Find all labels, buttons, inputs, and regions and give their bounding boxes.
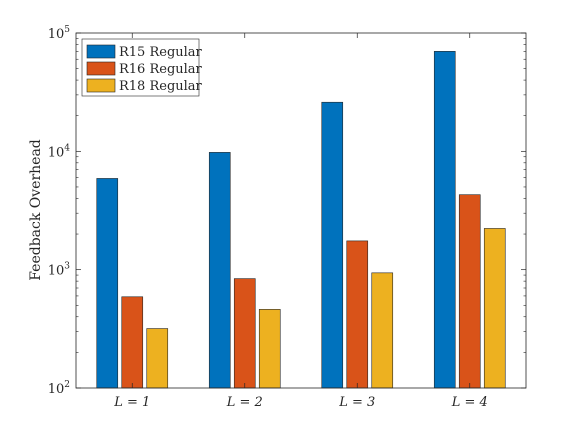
x-tick-label: L = 2 [226,395,263,410]
legend-label-2: R16 Regular [119,62,203,77]
y-tick-label-base: 10 [48,145,65,160]
y-tick-label: 104 [48,143,71,160]
bar-3-1 [146,328,169,389]
bar-3-4 [483,228,506,389]
y-tick-label: 102 [48,380,70,397]
x-tick-label: L = 3 [338,395,375,410]
legend-label-3: R18 Regular [119,79,203,94]
y-tick-label-exponent: 3 [64,262,70,272]
bar-2-3 [346,240,369,389]
x-tick-label: L = 1 [113,395,150,410]
legend-swatch-2 [86,61,116,76]
bar-2-2 [233,278,256,389]
axes-box [75,32,527,389]
bar-2-1 [121,296,144,389]
y-tick-label-exponent: 5 [64,25,70,35]
y-tick-label: 105 [48,25,71,42]
y-tick-label: 103 [48,262,71,279]
y-axis-label: Feedback Overhead [28,139,44,281]
legend: R15 Regular R16 Regular R18 Regular [81,38,203,97]
x-tick-label: L = 4 [451,395,488,410]
y-tick-label-base: 10 [48,382,65,397]
y-tick-label-base: 10 [48,264,65,279]
bar-1-2 [208,152,231,389]
legend-swatch-1 [86,44,116,59]
bars-group [96,51,506,389]
x-axis-ticks: L = 1 L = 2 L = 3 L = 4 [113,33,488,410]
y-tick-label-base: 10 [48,27,65,42]
bar-1-3 [321,101,344,389]
bar-2-4 [458,194,481,389]
legend-label-1: R15 Regular [119,45,203,60]
bar-3-3 [371,272,394,389]
legend-swatch-3 [86,78,116,93]
bar-3-2 [258,309,281,389]
y-tick-label-exponent: 4 [64,143,70,153]
bar-1-1 [96,178,119,389]
bar-1-4 [433,51,456,389]
y-tick-label-exponent: 2 [64,380,70,390]
